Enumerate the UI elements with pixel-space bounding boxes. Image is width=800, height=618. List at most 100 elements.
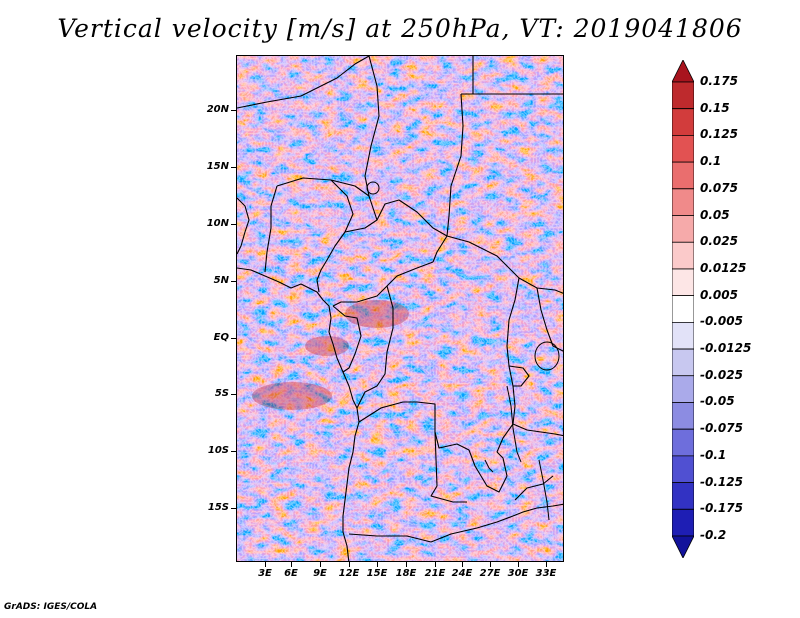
- y-tick: [231, 338, 236, 339]
- x-tick-label: 9E: [313, 568, 327, 579]
- border-niger-chad: [364, 56, 380, 197]
- lake-chad: [366, 181, 380, 195]
- y-tick: [231, 110, 236, 111]
- colorbar-segment: [672, 375, 694, 403]
- coastline-northwest: [237, 197, 250, 255]
- y-tick: [231, 224, 236, 225]
- colorbar-label: -0.05: [700, 394, 735, 409]
- colorbar-segment: [672, 508, 694, 537]
- border-nigeria-cameroon: [316, 179, 354, 293]
- x-tick-label: 15E: [366, 568, 388, 579]
- map-title: Vertical velocity [m/s] at 250hPa, VT: 2…: [57, 14, 743, 43]
- colorbar-segment: [672, 455, 694, 483]
- lake-tanganyika: [506, 385, 522, 463]
- y-tick-label: 15N: [206, 161, 229, 172]
- border-zambia-zimbabwe: [430, 515, 514, 543]
- colorbar-label: -0.125: [700, 474, 743, 489]
- border-gabon-congo: [332, 305, 362, 373]
- colorbar-label: 0.1: [700, 154, 722, 169]
- updraft-patch-cameroon: [305, 336, 349, 356]
- border-rwanda: [508, 365, 530, 387]
- border-mozambique: [512, 503, 563, 517]
- y-tick-label: 20N: [206, 104, 229, 115]
- colorbar-segment: [672, 135, 694, 163]
- colorbar-label: -0.0125: [700, 341, 752, 356]
- border-drc-zambia: [468, 449, 508, 493]
- colorbar-label: 0.05: [700, 207, 730, 222]
- colorbar-segment: [672, 428, 694, 457]
- updraft-patch-gulf: [252, 382, 332, 410]
- credit-text: GrADS: IGES/COLA: [4, 602, 98, 612]
- border-angola-namibia: [348, 533, 432, 543]
- x-tick: [518, 562, 519, 567]
- colorbar-segment: [672, 268, 694, 297]
- y-tick: [231, 394, 236, 395]
- colorbar-label: 0.15: [700, 100, 730, 115]
- colorbar-segment: [672, 295, 694, 323]
- border-car: [332, 199, 448, 307]
- coastline-west-africa: [237, 267, 360, 561]
- colorbar-label: -0.075: [700, 421, 743, 436]
- colorbar-segment: [672, 348, 694, 377]
- x-tick-label: 6E: [284, 568, 298, 579]
- border-congo-drc: [356, 285, 394, 409]
- border-angola-zambia: [430, 431, 467, 503]
- colorbar-label: 0.0125: [700, 260, 747, 275]
- border-chad-car: [368, 195, 378, 221]
- lake-malawi: [538, 459, 550, 521]
- colorbar-label: 0.075: [700, 180, 738, 195]
- colorbar-segment: [672, 161, 694, 190]
- y-tick: [231, 451, 236, 452]
- y-tick-label: 15S: [207, 502, 229, 513]
- colorbar-label: 0.025: [700, 234, 738, 249]
- colorbar-segment: [672, 188, 694, 216]
- x-tick: [406, 562, 407, 567]
- x-tick-label: 24E: [451, 568, 473, 579]
- x-tick-label: 21E: [424, 568, 446, 579]
- x-tick-label: 18E: [395, 568, 417, 579]
- y-tick-label: 10N: [206, 218, 229, 229]
- texture-overlay: [237, 56, 563, 561]
- x-tick: [265, 562, 266, 567]
- x-tick-label: 27E: [479, 568, 501, 579]
- colorbar: [672, 60, 694, 558]
- x-tick-label: 30E: [507, 568, 529, 579]
- colorbar-segment: [672, 81, 694, 110]
- colorbar-label: -0.025: [700, 367, 743, 382]
- colorbar-label: -0.1: [700, 447, 727, 462]
- lakes: [366, 181, 560, 521]
- x-tick: [349, 562, 350, 567]
- velocity-map: [236, 55, 564, 562]
- x-tick-label: 33E: [535, 568, 557, 579]
- colorbar-label: 0.125: [700, 127, 738, 142]
- colorbar-label: -0.2: [700, 528, 727, 542]
- y-tick-label: 5S: [214, 388, 229, 399]
- colorbar-segment: [672, 321, 694, 350]
- lake-victoria: [534, 341, 560, 371]
- border-algeria-niger: [237, 95, 302, 109]
- y-tick-label: 5N: [213, 275, 229, 286]
- colorbar-segment: [672, 482, 694, 510]
- border-drc-east: [496, 277, 520, 453]
- x-tick-label: 12E: [338, 568, 360, 579]
- lake-mweru: [484, 459, 494, 473]
- x-tick: [435, 562, 436, 567]
- colorbar-segment: [672, 241, 694, 270]
- y-tick: [231, 281, 236, 282]
- x-tick: [462, 562, 463, 567]
- border-drc-angola: [358, 401, 470, 451]
- colorbar-bottom-arrow: [672, 535, 694, 558]
- colorbar-label: -0.005: [700, 314, 743, 329]
- colorbar-label: 0.005: [700, 287, 738, 302]
- colorbar-segment: [672, 108, 694, 136]
- border-tanzania: [512, 423, 563, 501]
- x-tick-label: 3E: [258, 568, 272, 579]
- colorbar-label: -0.175: [700, 501, 743, 516]
- colorbar-segment: [672, 215, 694, 243]
- x-tick: [291, 562, 292, 567]
- x-tick: [320, 562, 321, 567]
- updraft-patch-congo: [345, 300, 409, 328]
- colorbar-label: 0.175: [700, 74, 738, 88]
- y-tick: [231, 167, 236, 168]
- colorbar-segment: [672, 402, 694, 430]
